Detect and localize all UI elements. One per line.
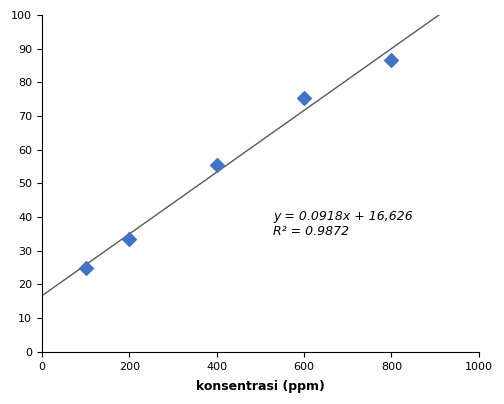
Point — [125, 236, 133, 242]
Text: y = 0.0918x + 16,626
R² = 0.9872: y = 0.0918x + 16,626 R² = 0.9872 — [274, 210, 413, 238]
Point — [300, 95, 308, 101]
X-axis label: konsentrasi (ppm): konsentrasi (ppm) — [196, 380, 325, 393]
Point — [213, 162, 221, 168]
Point — [388, 57, 396, 63]
Point — [82, 265, 90, 271]
